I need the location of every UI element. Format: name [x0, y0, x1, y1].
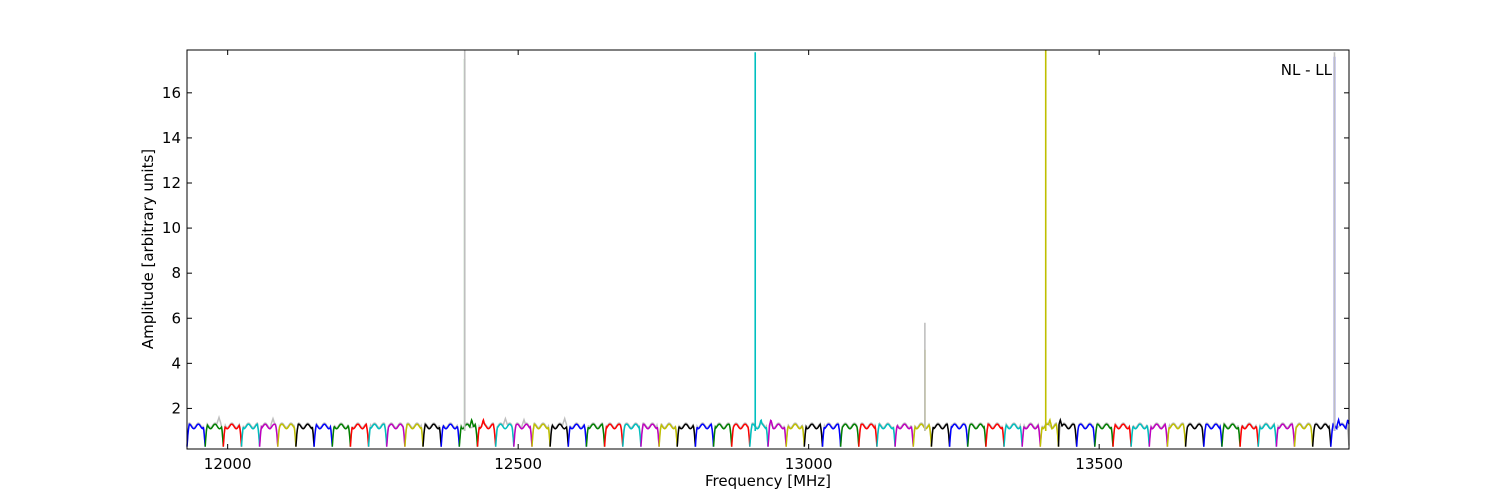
channel-trace: [440, 423, 461, 447]
channel-trace: [349, 422, 370, 447]
x-tick-label: 12000: [204, 455, 252, 473]
x-tick-label: 13000: [785, 455, 833, 473]
y-tick-label: 10: [162, 219, 181, 237]
y-axis-label: Amplitude [arbitrary units]: [139, 149, 157, 349]
channel-trace: [1057, 417, 1078, 447]
channel-trace: [930, 423, 951, 447]
y-tick-label: 16: [162, 84, 181, 102]
y-tick-label: 12: [162, 174, 181, 192]
channel-trace: [1184, 423, 1205, 447]
channel-trace: [331, 423, 352, 447]
channel-trace: [912, 423, 933, 447]
channel-trace: [313, 423, 334, 447]
channel-trace: [1166, 423, 1187, 447]
channel-trace: [1148, 422, 1169, 447]
channel-trace: [1239, 423, 1259, 447]
y-tick-label: 2: [171, 399, 181, 417]
x-axis-label: Frequency [MHz]: [705, 472, 831, 490]
channel-trace: [1311, 423, 1332, 447]
y-tick-label: 4: [171, 354, 181, 372]
channel-trace: [658, 423, 678, 447]
channel-trace: [712, 423, 733, 447]
x-axis: 12000 12500 13000 13500: [204, 50, 1123, 473]
channel-trace: [1075, 423, 1096, 447]
channel-trace: [458, 417, 479, 447]
channel-trace: [385, 423, 406, 447]
channel-trace: [749, 418, 769, 447]
channel-trace: [1257, 422, 1278, 447]
channel-trace: [567, 423, 588, 447]
channel-trace: [676, 423, 697, 447]
channel-trace: [1293, 423, 1314, 447]
channel-trace: [767, 419, 787, 447]
channel-trace: [204, 423, 225, 447]
channel-trace: [367, 423, 388, 447]
plot-annotation: NL - LL: [1281, 61, 1333, 79]
y-tick-label: 8: [171, 264, 181, 282]
channel-trace: [803, 422, 824, 447]
channel-trace: [1021, 423, 1042, 447]
channel-trace: [295, 423, 315, 447]
channel-trace: [476, 417, 497, 447]
channel-trace: [277, 423, 297, 447]
channel-trace: [966, 423, 987, 447]
channel-trace: [894, 423, 915, 447]
channel-trace: [948, 423, 969, 447]
channel-trace: [985, 423, 1005, 447]
channel-trace: [1221, 422, 1241, 447]
channel-trace: [258, 423, 279, 447]
channel-trace: [730, 423, 751, 447]
x-tick-label: 13500: [1075, 455, 1123, 473]
y-tick-label: 14: [162, 129, 181, 147]
channel-trace: [494, 423, 515, 447]
channel-trace: [785, 423, 806, 447]
channel-trace: [513, 423, 533, 447]
channel-trace: [1003, 423, 1023, 447]
channel-trace: [240, 423, 261, 447]
x-tick-label: 12500: [494, 455, 542, 473]
channel-trace: [1203, 423, 1223, 447]
spike-layer: [463, 50, 1336, 431]
channel-trace: [549, 423, 570, 447]
channel-trace: [603, 423, 624, 447]
trace-layer: [186, 414, 1350, 447]
channel-trace: [1130, 423, 1151, 447]
channel-trace: [839, 423, 860, 447]
y-tick-label: 6: [171, 309, 181, 327]
channel-trace: [1275, 423, 1296, 447]
channel-trace: [585, 423, 606, 447]
channel-trace: [640, 423, 660, 447]
channel-trace: [1094, 423, 1114, 447]
channel-trace: [531, 423, 551, 447]
channel-trace: [222, 423, 243, 447]
channel-trace: [821, 423, 842, 447]
channel-trace: [694, 423, 715, 447]
channel-trace: [422, 423, 442, 447]
plot-frame: [186, 49, 1350, 450]
y-axis: 2 4 6 8 10 12 14 16: [162, 84, 1349, 417]
channel-trace: [876, 423, 896, 447]
channel-trace: [622, 423, 642, 447]
channel-trace: [186, 423, 206, 447]
channel-trace: [404, 423, 424, 447]
channel-trace: [858, 423, 878, 447]
channel-trace: [1039, 417, 1060, 447]
channel-trace: [1112, 423, 1132, 447]
